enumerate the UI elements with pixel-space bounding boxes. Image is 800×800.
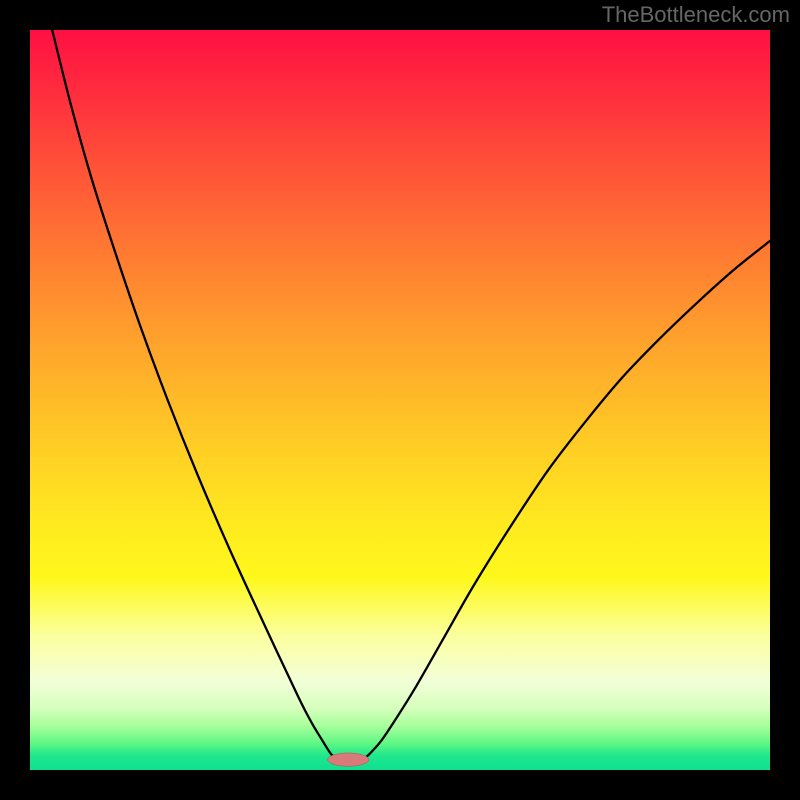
optimal-marker bbox=[327, 753, 368, 766]
bottleneck-chart bbox=[0, 0, 800, 800]
chart-background-gradient bbox=[30, 30, 770, 770]
watermark-text: TheBottleneck.com bbox=[602, 2, 790, 28]
